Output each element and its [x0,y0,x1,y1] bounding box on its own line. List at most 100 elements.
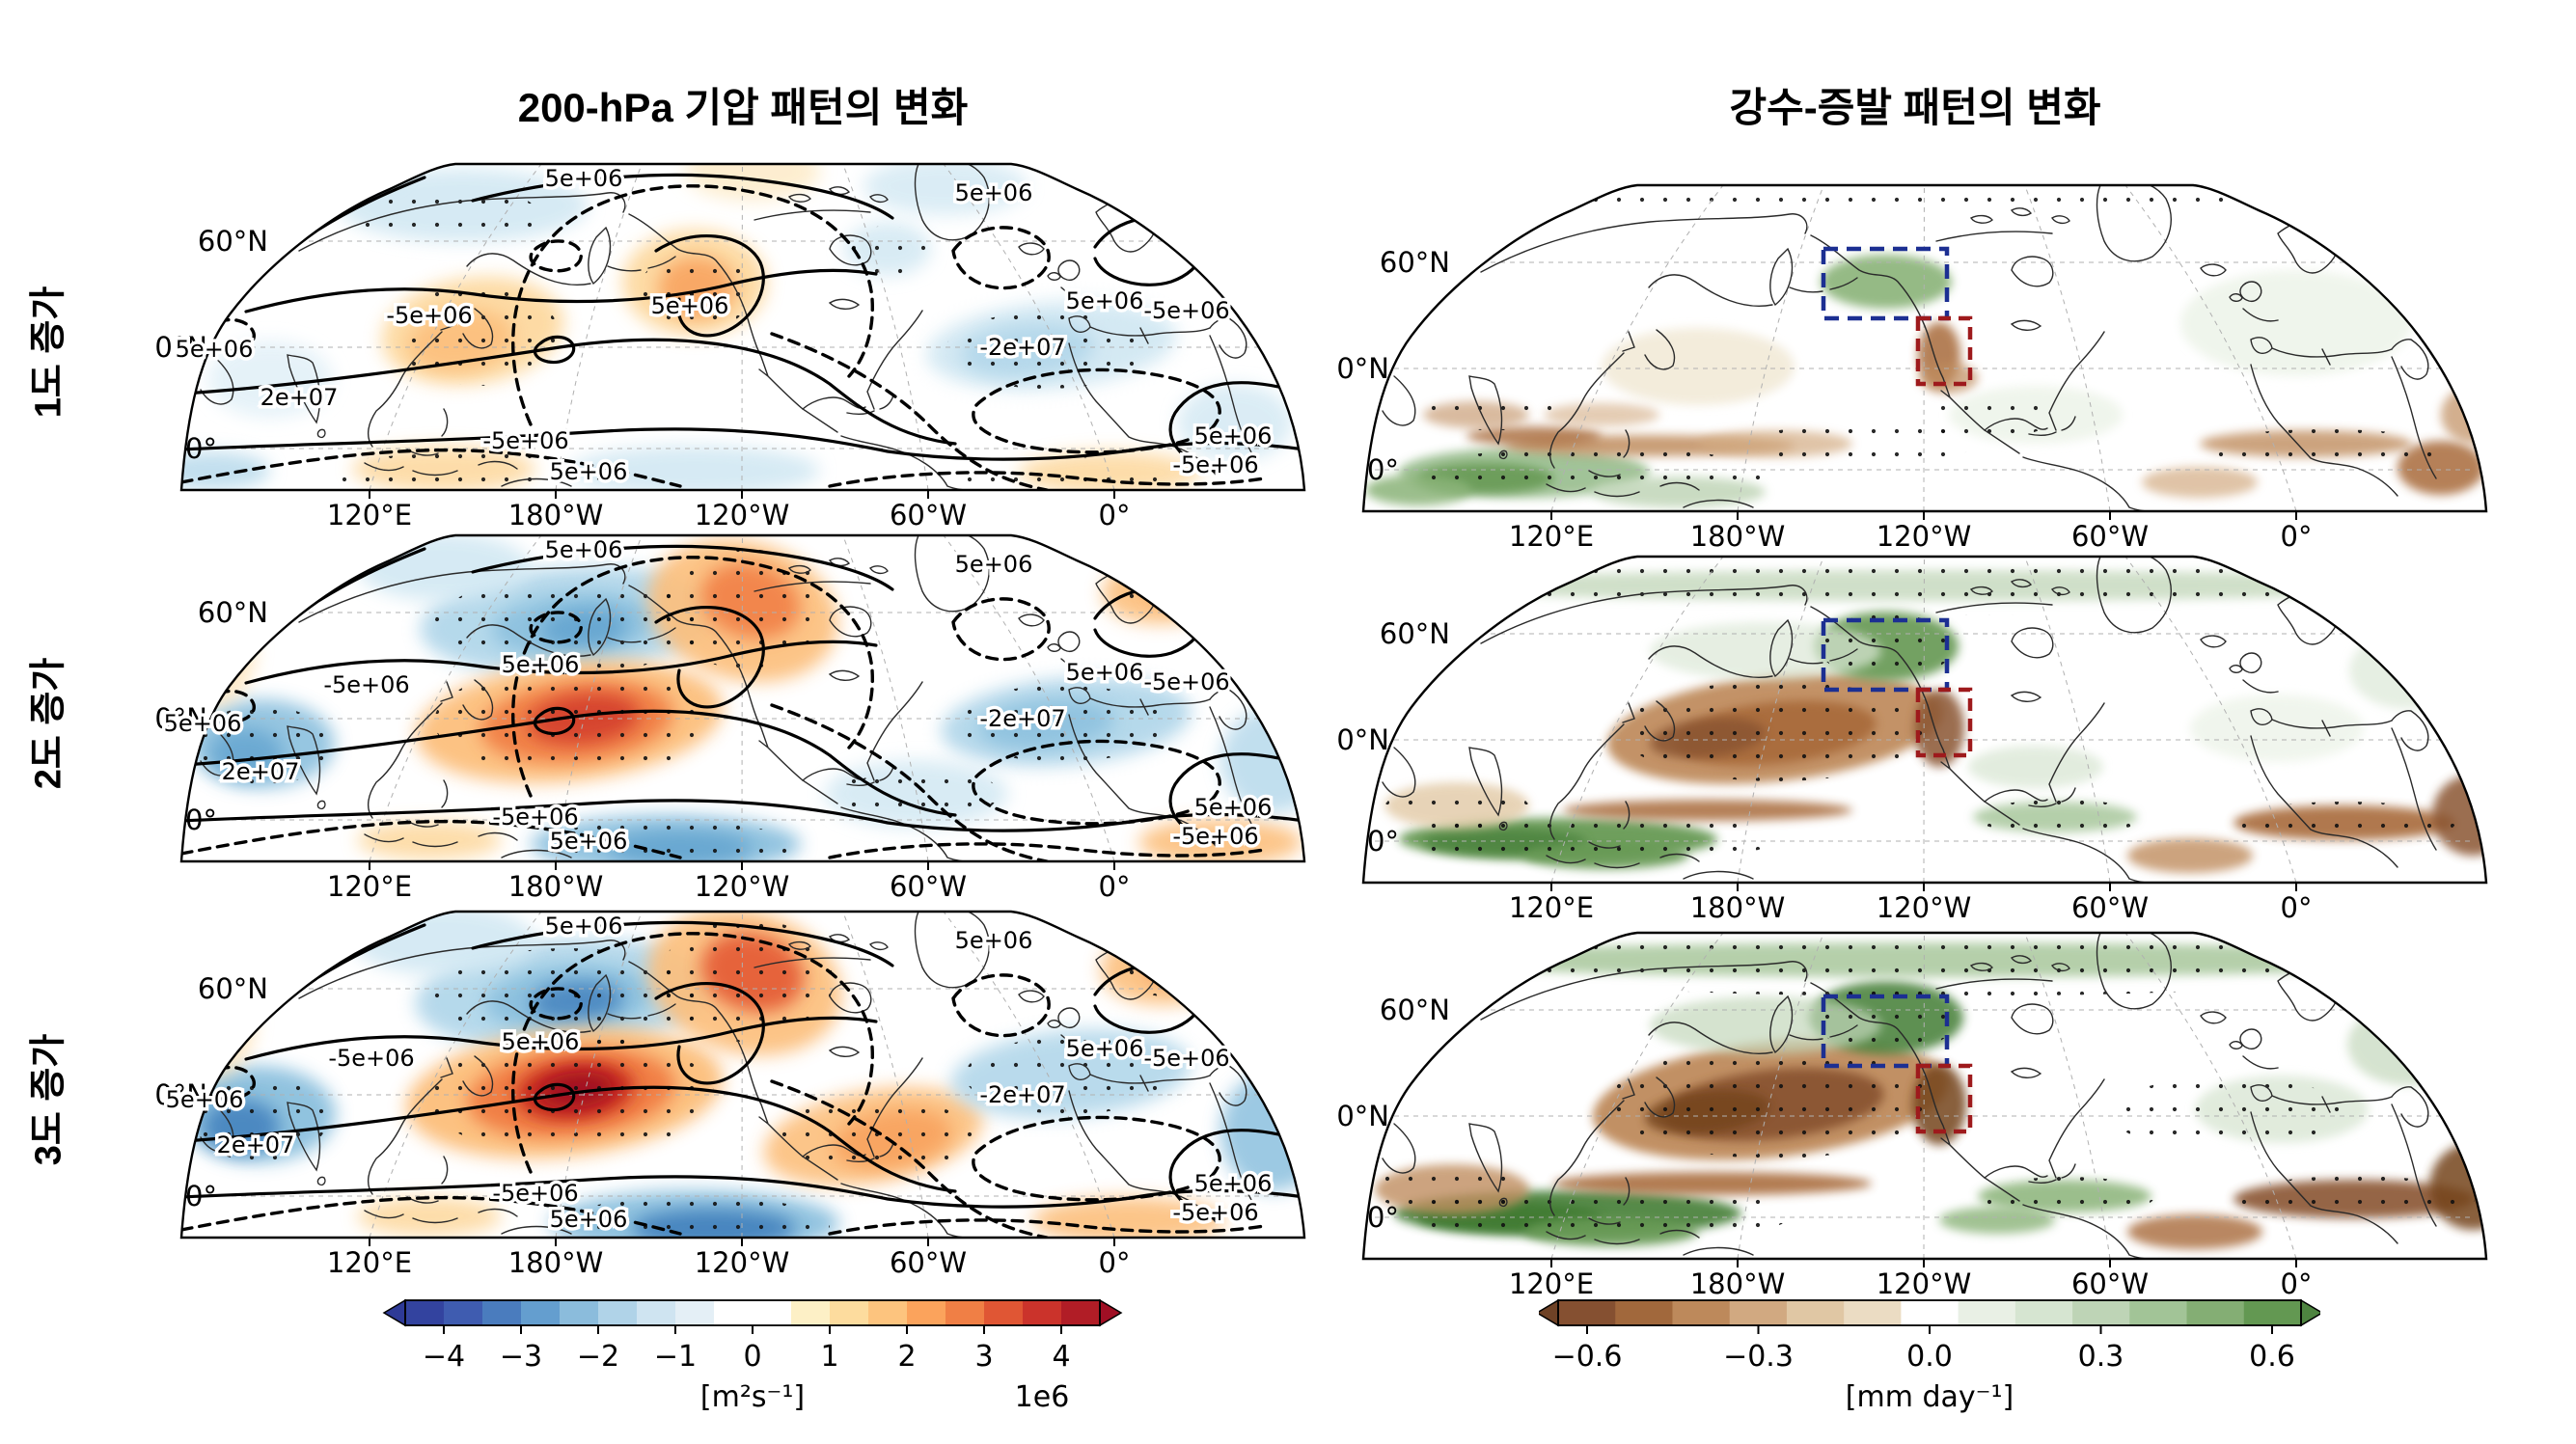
coastline [607,1003,676,1020]
left-column-title: 200-hPa 기압 패턴의 변화 [517,85,969,130]
coastline [2250,727,2437,868]
colorbar-tick-label: 1 [820,1340,838,1374]
contour-label: 5e+06 [955,551,1033,578]
stippling-region [535,821,796,861]
colorbar-segment [753,1300,792,1325]
colorbar-streamfunction: −4 −3 −2 −1 0 1 2 3 4 [m²s⁻¹] 1e6 [376,1293,1129,1422]
y-tick-label: 60°N [198,972,268,1005]
x-tick-label: 120°W [695,499,790,531]
streamfunction-anomaly-blob [289,164,405,191]
colorbar-segment [2243,1300,2302,1325]
coastline [200,1102,234,1153]
coastline [1935,207,2070,331]
stippling-region [1975,800,2145,834]
meridian-gridline [369,912,542,1238]
colorbar-segment [714,1300,754,1325]
stippling-region [2233,802,2455,844]
x-tick-label: 120°W [695,870,790,903]
coastline [298,192,626,252]
colorbar-segment [1729,1300,1788,1325]
coastline [1382,375,1416,426]
stippling-region [780,1097,973,1178]
right-column-title: 강수-증발 패턴의 변화 [1729,85,2101,130]
coastline [2250,356,2437,497]
coastline [2229,281,2262,302]
stippling-region [660,549,830,668]
colorbar-segment [868,1300,908,1325]
map-panel-streamfunction-2deg: 120°E180°W120°W60°W0°60°N30°N0°5e+06-5e+… [137,476,1312,912]
x-tick-label: 120°E [1509,1267,1594,1300]
colorbar-tick-label: −2 [577,1340,619,1374]
map-panel-precip-evap-2deg: 120°E 180°W 120°W 60°W 0° 60°N 30°N 0° [1319,497,2494,933]
meridian-gridline [2124,557,2297,883]
y-tick-label: 30°N [1336,723,1389,756]
coastline [1047,631,1081,652]
colorbar-segment [560,1300,599,1325]
contour-label: 5e+06 [545,913,623,940]
coastline [298,940,626,999]
positive-contour [471,544,894,591]
stippling-region [847,226,928,276]
coastline [1209,1065,1247,1106]
contour-label: 5e+06 [550,458,628,485]
meridian-gridline [2124,933,2297,1259]
coastline [2096,557,2172,634]
streamfunction-anomaly-blob [569,446,820,490]
us-west-coast-box [1915,1063,1973,1134]
negative-contour [951,597,1051,662]
colorbar-segment [1901,1300,1959,1325]
coastline [2391,339,2429,380]
meridian-gridline [1737,185,1824,511]
contour-label: 5e+06 [545,536,623,563]
stippling-region [1110,549,1248,618]
contour-label: -5e+06 [1143,1045,1229,1072]
coastline [1047,259,1081,281]
y-tick-label: 30°N [1336,1100,1389,1132]
map-svg-R1: 120°E 180°W 120°W 60°W 0° 60°N 30°N 0° [1319,555,2488,924]
colorbar-arrow-left [382,1298,406,1327]
contour-label: -5e+06 [1172,451,1258,478]
colorbar-segment [984,1300,1024,1325]
contour-label: -2e+07 [979,1081,1065,1108]
coastline [2242,1055,2393,1113]
x-tick-label: 120°E [1509,891,1594,924]
map-boundary [1361,183,2488,513]
x-tick-label: 180°W [1690,1267,1786,1300]
contour-label: -5e+06 [323,671,409,698]
negative-contour [972,368,1221,454]
stippling-region [1819,613,1954,679]
x-tick-label: 180°W [1690,520,1786,553]
positive-contour [1168,381,1304,475]
coastline [1984,1078,2105,1179]
colorbar-segment [444,1300,483,1325]
contour-label: -5e+06 [492,804,578,831]
streamfunction-anomaly-blob [1144,559,1225,604]
map-svg-R2: 120°E 180°W 120°W 60°W 0° 60°N 30°N 0° [1319,931,2488,1300]
y-tick-label: 0° [1367,825,1399,858]
coastline [1644,700,1676,742]
meridian-gridline [369,164,542,490]
colorbar-arrow-left [1535,1298,1559,1327]
meridian-gridline [1550,557,1724,883]
precip-evap-anomaly-blob [1968,746,2103,788]
colorbar-segment [1958,1300,2016,1325]
positive-contour [181,338,957,446]
colorbar-segment [521,1300,561,1325]
negative-contour [951,226,1051,290]
us-west-coast-box [1915,687,1973,758]
stippling-region [1746,424,1978,463]
x-tick-label: 0° [2281,891,2313,924]
coastline [588,597,612,657]
coastline [754,934,889,1057]
coastline [2028,787,2076,808]
coastline [2242,679,2393,737]
colorbar-segment [1558,1300,1616,1325]
coastline [754,558,889,681]
coastline [1548,331,1635,469]
coastline [1935,955,2070,1078]
meridian-gridline [555,912,643,1238]
coastline [200,354,234,405]
negative-contour [828,471,1266,488]
map-boundary [1361,555,2488,885]
positive-contour [244,640,878,685]
